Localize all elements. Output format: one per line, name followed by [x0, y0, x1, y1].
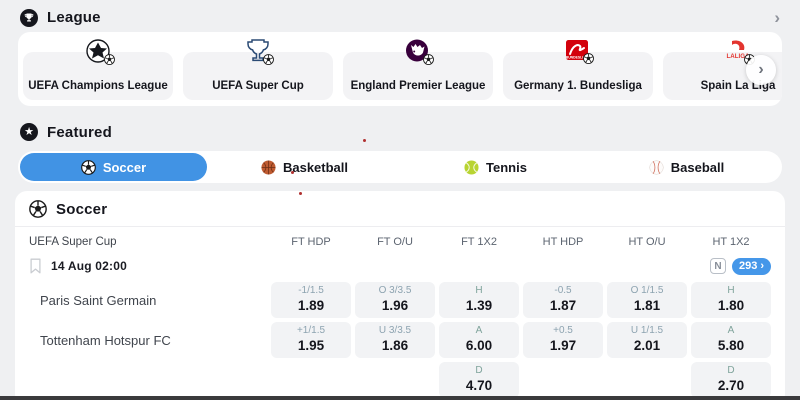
odds-column-header-row: UEFA Super Cup FT HDP FT O/U FT 1X2 HT H… — [15, 229, 785, 254]
match-row-home: Paris Saint Germain -1/1.5 1.89 O 3/3.5 … — [15, 282, 785, 318]
uefa-super-cup-logo — [236, 37, 280, 69]
league-more-chevron-icon[interactable]: › — [774, 8, 780, 27]
odds-ht-ou-under[interactable]: U 1/1.5 2.01 — [607, 322, 687, 358]
uefa-champions-league-logo — [76, 37, 120, 69]
league-item-uefa-super-cup[interactable]: UEFA Super Cup — [183, 52, 333, 100]
league-item-label: UEFA Champions League — [28, 80, 168, 92]
red-dot-artifact — [363, 139, 366, 142]
tab-label: Baseball — [670, 159, 725, 175]
soccer-ball-icon — [29, 200, 47, 218]
odds-ht-1x2-away[interactable]: A 5.80 — [691, 322, 771, 358]
tab-label: Basketball — [282, 159, 349, 175]
more-markets-pill[interactable]: 293 › — [731, 257, 771, 275]
sport-tab-bar: Soccer Basketball Tennis Baseball — [18, 151, 782, 183]
red-dot-artifact — [291, 171, 294, 174]
column-header-ft-ou: FT O/U — [377, 235, 413, 248]
red-dot-artifact — [299, 192, 302, 195]
tab-label: Soccer — [102, 159, 147, 175]
tab-basketball[interactable]: Basketball — [211, 153, 398, 181]
column-header-ht-ou: HT O/U — [628, 235, 666, 248]
tab-tennis[interactable]: Tennis — [402, 153, 589, 181]
chevron-right-icon: › — [760, 260, 764, 272]
soccer-card-title: Soccer — [56, 200, 108, 218]
tennis-ball-icon — [464, 160, 479, 175]
match-row-draw: D 4.70 D 2.70 — [15, 362, 785, 398]
home-team-name: Paris Saint Germain — [40, 292, 157, 308]
odds-ft-1x2-draw[interactable]: D 4.70 — [439, 362, 519, 398]
bookmark-icon[interactable] — [29, 258, 42, 274]
league-name-label: UEFA Super Cup — [29, 235, 117, 248]
germany-bundesliga-logo — [556, 37, 600, 69]
league-item-label: Germany 1. Bundesliga — [514, 80, 642, 92]
bottom-section-edge — [0, 396, 800, 400]
tab-soccer[interactable]: Soccer — [20, 153, 207, 181]
league-section-title: League — [47, 9, 101, 26]
baseball-icon — [649, 160, 664, 175]
column-header-ht-hdp: HT HDP — [542, 235, 584, 248]
odds-ht-hdp-home[interactable]: -0.5 1.87 — [523, 282, 603, 318]
tab-label: Tennis — [486, 159, 527, 175]
odds-ht-1x2-draw[interactable]: D 2.70 — [691, 362, 771, 398]
column-header-ft-hdp: FT HDP — [291, 235, 331, 248]
odds-ht-ou-over[interactable]: O 1/1.5 1.81 — [607, 282, 687, 318]
league-section-header: League › — [20, 3, 780, 27]
odds-ft-ou-over[interactable]: O 3/3.5 1.96 — [355, 282, 435, 318]
away-team-name: Tottenham Hotspur FC — [40, 332, 171, 348]
chevron-right-icon: › — [758, 61, 764, 78]
soccer-ball-icon — [81, 160, 96, 175]
odds-ht-1x2-home[interactable]: H 1.80 — [691, 282, 771, 318]
star-circle-icon: ★ — [20, 123, 38, 141]
league-item-label: UEFA Super Cup — [212, 80, 304, 92]
league-card: UEFA Champions League UEFA Super Cup Eng… — [18, 32, 782, 106]
league-item-label: England Premier League — [350, 80, 486, 92]
league-item-uefa-champions-league[interactable]: UEFA Champions League — [23, 52, 173, 100]
odds-ft-1x2-away[interactable]: A 6.00 — [439, 322, 519, 358]
odds-ft-ou-under[interactable]: U 3/3.5 1.86 — [355, 322, 435, 358]
tab-baseball[interactable]: Baseball — [593, 153, 780, 181]
featured-section-header: ★ Featured — [20, 120, 780, 144]
soccer-odds-card: Soccer UEFA Super Cup FT HDP FT O/U FT 1… — [15, 191, 785, 400]
league-scroll-right-button[interactable]: › — [746, 55, 776, 85]
soccer-card-header: Soccer — [15, 191, 785, 227]
odds-ht-hdp-away[interactable]: +0.5 1.97 — [523, 322, 603, 358]
england-premier-league-logo — [396, 37, 440, 69]
more-markets-count: 293 — [738, 260, 758, 272]
column-header-ft-1x2: FT 1X2 — [461, 235, 497, 248]
basketball-icon — [261, 160, 276, 175]
odds-ft-1x2-home[interactable]: H 1.39 — [439, 282, 519, 318]
odds-ft-hdp-home[interactable]: -1/1.5 1.89 — [271, 282, 351, 318]
column-header-ht-1x2: HT 1X2 — [712, 235, 750, 248]
league-strip: UEFA Champions League UEFA Super Cup Eng… — [23, 52, 782, 100]
match-row-away: Tottenham Hotspur FC +1/1.5 1.95 U 3/3.5… — [15, 322, 785, 358]
league-item-england-premier-league[interactable]: England Premier League — [343, 52, 493, 100]
league-item-germany-bundesliga[interactable]: Germany 1. Bundesliga — [503, 52, 653, 100]
odds-ft-hdp-away[interactable]: +1/1.5 1.95 — [271, 322, 351, 358]
match-datetime: 14 Aug 02:00 — [51, 259, 127, 273]
featured-section-title: Featured — [47, 123, 112, 141]
trophy-circle-icon — [20, 8, 38, 27]
new-badge: N — [709, 258, 726, 274]
match-date-row: 14 Aug 02:00 N 293 › — [15, 254, 785, 278]
